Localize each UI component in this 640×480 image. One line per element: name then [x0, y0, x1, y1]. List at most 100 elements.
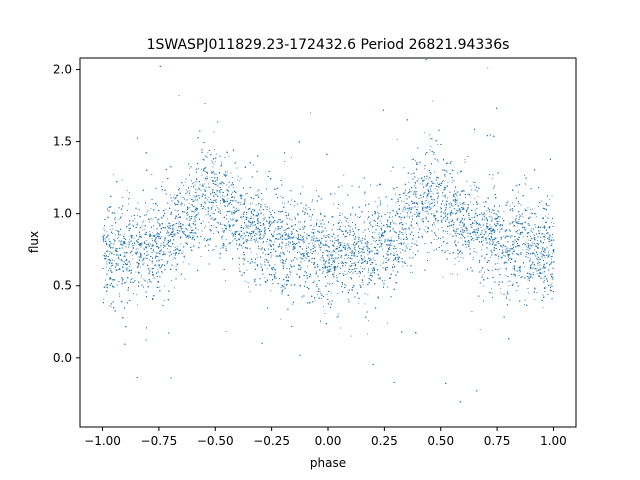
- data-point: [422, 218, 424, 220]
- data-point: [311, 239, 312, 241]
- data-point: [134, 218, 136, 220]
- data-point: [475, 232, 477, 234]
- data-point: [255, 278, 256, 280]
- data-point: [425, 231, 427, 233]
- data-point: [114, 234, 116, 236]
- data-point: [484, 216, 485, 218]
- data-point: [472, 259, 474, 260]
- data-point: [106, 266, 108, 268]
- data-point: [308, 207, 310, 209]
- data-point: [261, 199, 262, 201]
- data-point: [222, 191, 224, 193]
- data-point: [353, 244, 355, 246]
- data-point: [373, 240, 375, 242]
- data-point: [334, 192, 336, 194]
- data-point: [195, 188, 197, 190]
- data-point: [135, 271, 137, 273]
- data-point: [527, 279, 529, 281]
- data-point: [369, 251, 371, 253]
- data-point: [184, 181, 186, 183]
- data-point: [362, 231, 364, 233]
- data-point: [442, 212, 444, 214]
- data-point: [281, 202, 283, 204]
- data-point: [531, 264, 533, 266]
- data-point: [386, 253, 388, 255]
- data-point: [528, 261, 530, 263]
- data-point: [408, 226, 410, 228]
- data-point: [226, 215, 227, 217]
- data-point: [180, 243, 182, 245]
- data-point: [198, 167, 200, 169]
- data-point: [429, 174, 431, 176]
- data-point: [239, 204, 241, 205]
- data-point: [314, 240, 316, 242]
- data-point: [329, 257, 330, 259]
- data-point: [283, 263, 285, 265]
- data-point: [232, 211, 234, 213]
- data-point: [194, 184, 196, 186]
- data-point: [342, 273, 344, 275]
- data-point: [508, 285, 510, 287]
- data-point: [527, 257, 529, 259]
- data-point: [272, 221, 274, 223]
- data-point: [316, 190, 317, 192]
- data-point: [476, 251, 478, 253]
- data-point: [503, 210, 505, 212]
- data-point: [152, 268, 154, 270]
- data-point: [435, 187, 437, 189]
- data-point: [399, 208, 401, 210]
- data-point: [508, 258, 510, 260]
- data-point: [492, 240, 494, 242]
- data-point: [396, 138, 398, 140]
- data-point: [506, 249, 508, 251]
- data-point: [184, 257, 186, 259]
- data-point: [491, 232, 493, 234]
- data-point: [319, 246, 321, 248]
- data-point: [173, 257, 175, 258]
- data-point: [536, 240, 538, 241]
- data-point: [532, 251, 534, 253]
- data-point: [352, 263, 354, 265]
- data-point: [118, 264, 120, 266]
- data-point: [490, 215, 492, 217]
- data-point: [341, 213, 343, 215]
- data-point: [146, 244, 148, 245]
- data-point: [371, 280, 373, 282]
- data-point: [226, 171, 228, 173]
- data-point: [361, 251, 363, 253]
- data-point: [397, 270, 399, 272]
- data-point: [546, 205, 548, 207]
- data-point: [487, 268, 489, 270]
- data-point: [189, 207, 191, 209]
- data-point: [288, 213, 289, 215]
- data-point: [493, 241, 494, 243]
- data-point: [409, 191, 410, 193]
- data-point: [305, 246, 307, 248]
- data-point: [536, 268, 538, 270]
- data-point: [410, 173, 412, 175]
- data-point: [549, 238, 551, 240]
- data-point: [216, 205, 218, 207]
- data-point: [204, 183, 206, 185]
- data-point: [216, 222, 218, 223]
- data-point: [487, 67, 489, 69]
- data-point: [427, 179, 429, 181]
- data-point: [139, 244, 140, 246]
- data-point: [518, 229, 520, 231]
- data-point: [284, 263, 286, 265]
- data-point: [255, 227, 257, 229]
- data-point: [528, 248, 530, 250]
- data-point: [266, 268, 268, 270]
- data-point: [327, 266, 329, 268]
- data-point: [405, 239, 407, 240]
- data-point: [316, 270, 317, 272]
- data-point: [271, 216, 273, 217]
- data-point: [535, 244, 536, 246]
- data-point: [161, 217, 163, 219]
- data-point: [110, 251, 112, 253]
- data-point: [380, 264, 382, 266]
- data-point: [371, 267, 373, 269]
- data-point: [130, 278, 132, 280]
- data-point: [131, 235, 133, 237]
- data-point: [128, 241, 130, 243]
